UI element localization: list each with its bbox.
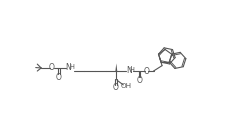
Text: N: N	[65, 63, 71, 72]
Text: N: N	[125, 66, 131, 75]
Text: O: O	[112, 83, 118, 92]
Text: OH: OH	[120, 83, 131, 89]
Text: H: H	[129, 67, 134, 73]
Text: O: O	[56, 73, 62, 82]
Polygon shape	[115, 63, 117, 71]
Text: O: O	[136, 76, 142, 85]
Text: O: O	[49, 63, 55, 72]
Text: O: O	[143, 67, 149, 76]
Text: H: H	[69, 64, 74, 70]
